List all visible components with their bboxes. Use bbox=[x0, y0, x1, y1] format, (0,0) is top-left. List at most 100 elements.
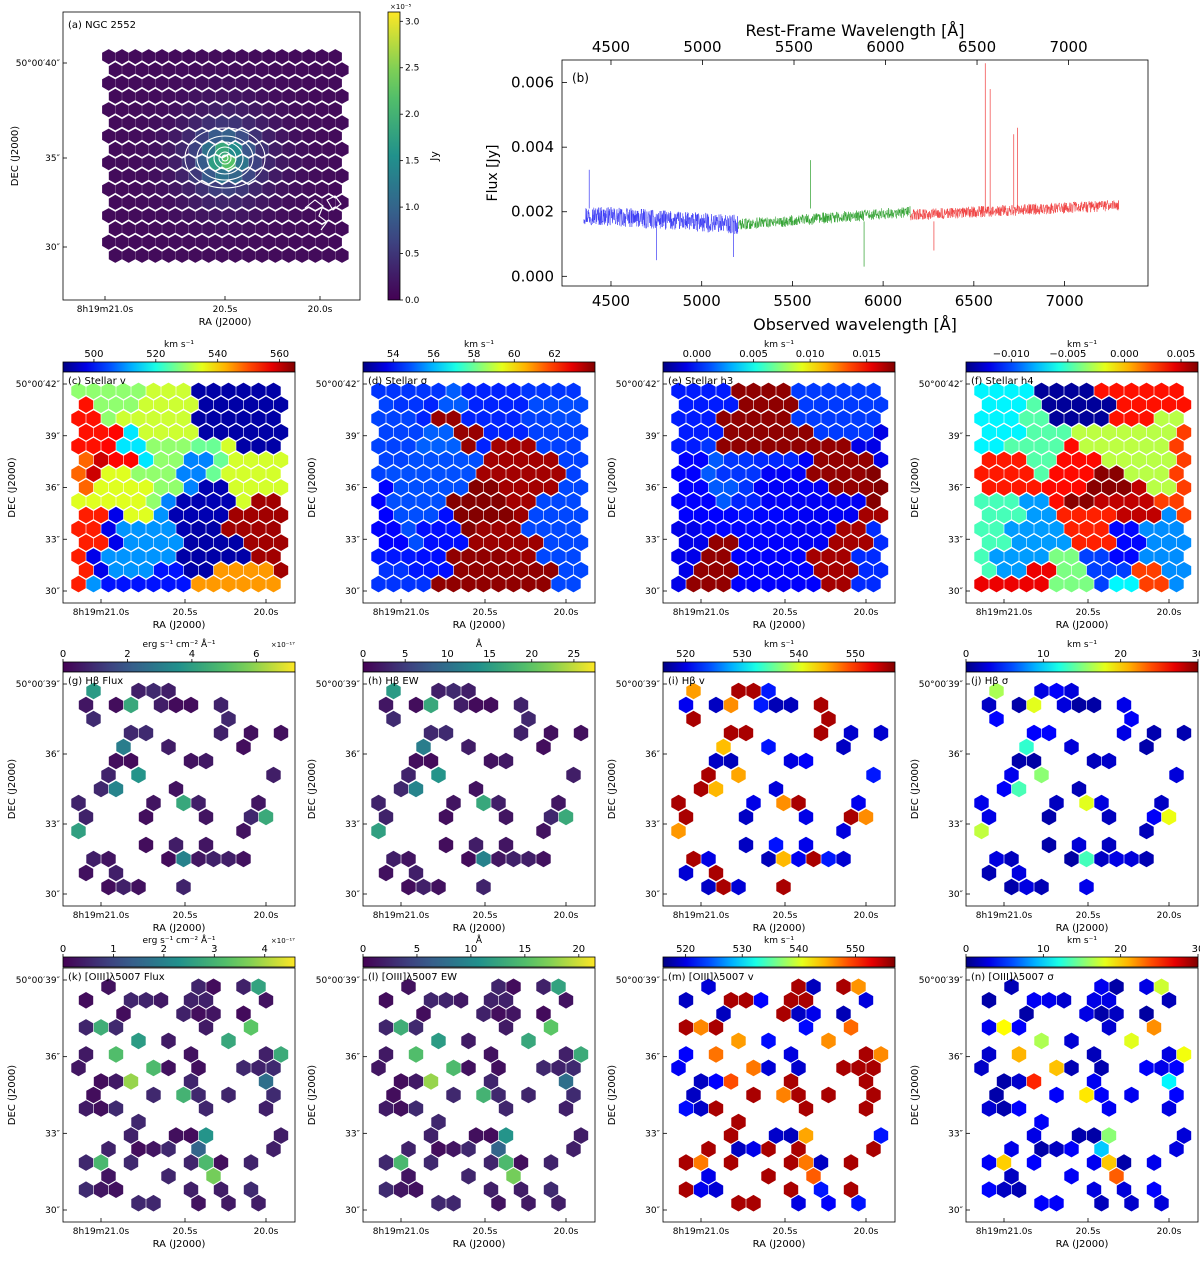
hex-bin bbox=[536, 382, 551, 400]
hex-bin bbox=[843, 479, 859, 496]
hex-bin bbox=[1094, 1140, 1109, 1158]
hex-bin bbox=[335, 247, 349, 263]
hex-bin bbox=[1146, 506, 1162, 524]
hex-bin bbox=[393, 562, 409, 579]
hex-bin bbox=[768, 1127, 784, 1144]
hex-bin bbox=[551, 410, 566, 427]
hex-bin bbox=[191, 1059, 206, 1077]
hex-bin bbox=[1011, 1046, 1027, 1063]
hex-bin bbox=[1116, 479, 1132, 496]
y-tick-label: 30″ bbox=[45, 243, 60, 253]
hex-bin bbox=[506, 520, 521, 538]
hex-bin bbox=[161, 1167, 176, 1185]
hex-bin bbox=[813, 396, 829, 413]
hex-bin bbox=[1049, 465, 1064, 482]
hex-bin bbox=[768, 562, 784, 579]
colorbar-tick-label: 25 bbox=[568, 649, 581, 660]
colorbar-tick-label: 0.0 bbox=[405, 296, 420, 306]
y-axis-label: DEC (J2000) bbox=[7, 1065, 18, 1125]
hex-bin bbox=[182, 102, 196, 118]
hex-bin bbox=[686, 682, 701, 700]
hex-bin bbox=[1169, 382, 1184, 400]
hex-bin bbox=[138, 992, 154, 1009]
hex-bin bbox=[1139, 575, 1154, 593]
hex-bin bbox=[1056, 696, 1072, 714]
hex-bin bbox=[161, 738, 176, 756]
contour-line bbox=[221, 154, 229, 162]
hex-bin bbox=[101, 382, 116, 400]
hex-bin bbox=[1011, 696, 1027, 714]
colorbar-unit-label: km s⁻¹ bbox=[764, 936, 794, 946]
hex-bin bbox=[1026, 451, 1042, 469]
y-tick-label: 35″ bbox=[45, 154, 60, 164]
x-tick-label: 20.0s bbox=[1157, 911, 1182, 921]
hex-bin bbox=[438, 396, 454, 413]
hex-bin bbox=[536, 1059, 551, 1077]
hex-bin bbox=[1019, 878, 1034, 896]
hex-bin bbox=[416, 878, 431, 896]
x-tick-label: 20.0s bbox=[854, 608, 879, 618]
hex-bin bbox=[996, 562, 1012, 579]
hex-bin bbox=[131, 1113, 146, 1131]
hex-bin bbox=[123, 696, 139, 714]
hex-bin bbox=[191, 465, 206, 482]
y-axis-label: DEC (J2000) bbox=[307, 457, 318, 517]
hex-bin bbox=[78, 864, 94, 882]
hex-bin bbox=[386, 1086, 401, 1104]
hex-bin bbox=[783, 1154, 799, 1171]
hex-bin bbox=[162, 247, 176, 263]
hex-bin bbox=[761, 465, 776, 482]
hex-bins bbox=[671, 682, 889, 896]
hex-bin bbox=[851, 493, 866, 510]
colorbar-d bbox=[362, 361, 596, 373]
hex-bin bbox=[1116, 424, 1132, 441]
hex-bin bbox=[1056, 534, 1072, 551]
hex-bin bbox=[102, 102, 116, 118]
hex-bin bbox=[161, 465, 176, 482]
hex-bin bbox=[408, 451, 424, 469]
hex-bin bbox=[142, 155, 156, 171]
hex-bin bbox=[93, 396, 109, 413]
hex-bin bbox=[701, 1140, 716, 1158]
hex-bin bbox=[693, 1154, 709, 1171]
x-tick-label: 7000 bbox=[1045, 292, 1083, 310]
hex-bin bbox=[783, 506, 799, 524]
hex-bin bbox=[1071, 780, 1087, 798]
hex-bin bbox=[282, 88, 296, 104]
contour-line bbox=[213, 146, 237, 170]
hex-bin bbox=[1131, 424, 1147, 441]
hex-bin bbox=[461, 1140, 476, 1158]
hex-bin bbox=[1154, 520, 1169, 538]
hex-bin bbox=[131, 766, 146, 784]
hex-bin bbox=[671, 794, 686, 812]
hex-bin bbox=[536, 548, 551, 565]
hex-bin bbox=[731, 575, 746, 593]
hex-bin bbox=[783, 1046, 799, 1063]
hex-bin bbox=[483, 1127, 499, 1144]
hex-bin bbox=[268, 141, 282, 157]
hex-bin bbox=[183, 506, 199, 524]
hex-bin bbox=[135, 115, 149, 131]
hex-bin bbox=[315, 102, 329, 118]
hex-bin bbox=[198, 1019, 214, 1036]
hex-bin bbox=[273, 562, 289, 579]
hex-bin bbox=[423, 424, 439, 441]
hex-bin bbox=[275, 234, 289, 250]
hex-bin bbox=[183, 534, 199, 551]
hex-bin bbox=[378, 424, 394, 441]
hex-bin bbox=[791, 465, 806, 482]
y-axis-label: DEC (J2000) bbox=[7, 457, 18, 517]
hex-bin bbox=[1026, 424, 1042, 441]
hex-bin bbox=[746, 794, 761, 812]
hex-bin bbox=[806, 520, 821, 538]
hex-bin bbox=[491, 548, 506, 565]
hex-bin bbox=[521, 520, 536, 538]
hex-bin bbox=[315, 181, 329, 197]
hex-bin bbox=[813, 1181, 829, 1198]
hex-bin bbox=[268, 168, 282, 184]
hex-bin bbox=[168, 128, 182, 144]
hex-bin bbox=[416, 520, 431, 538]
hex-bin bbox=[1034, 410, 1049, 427]
